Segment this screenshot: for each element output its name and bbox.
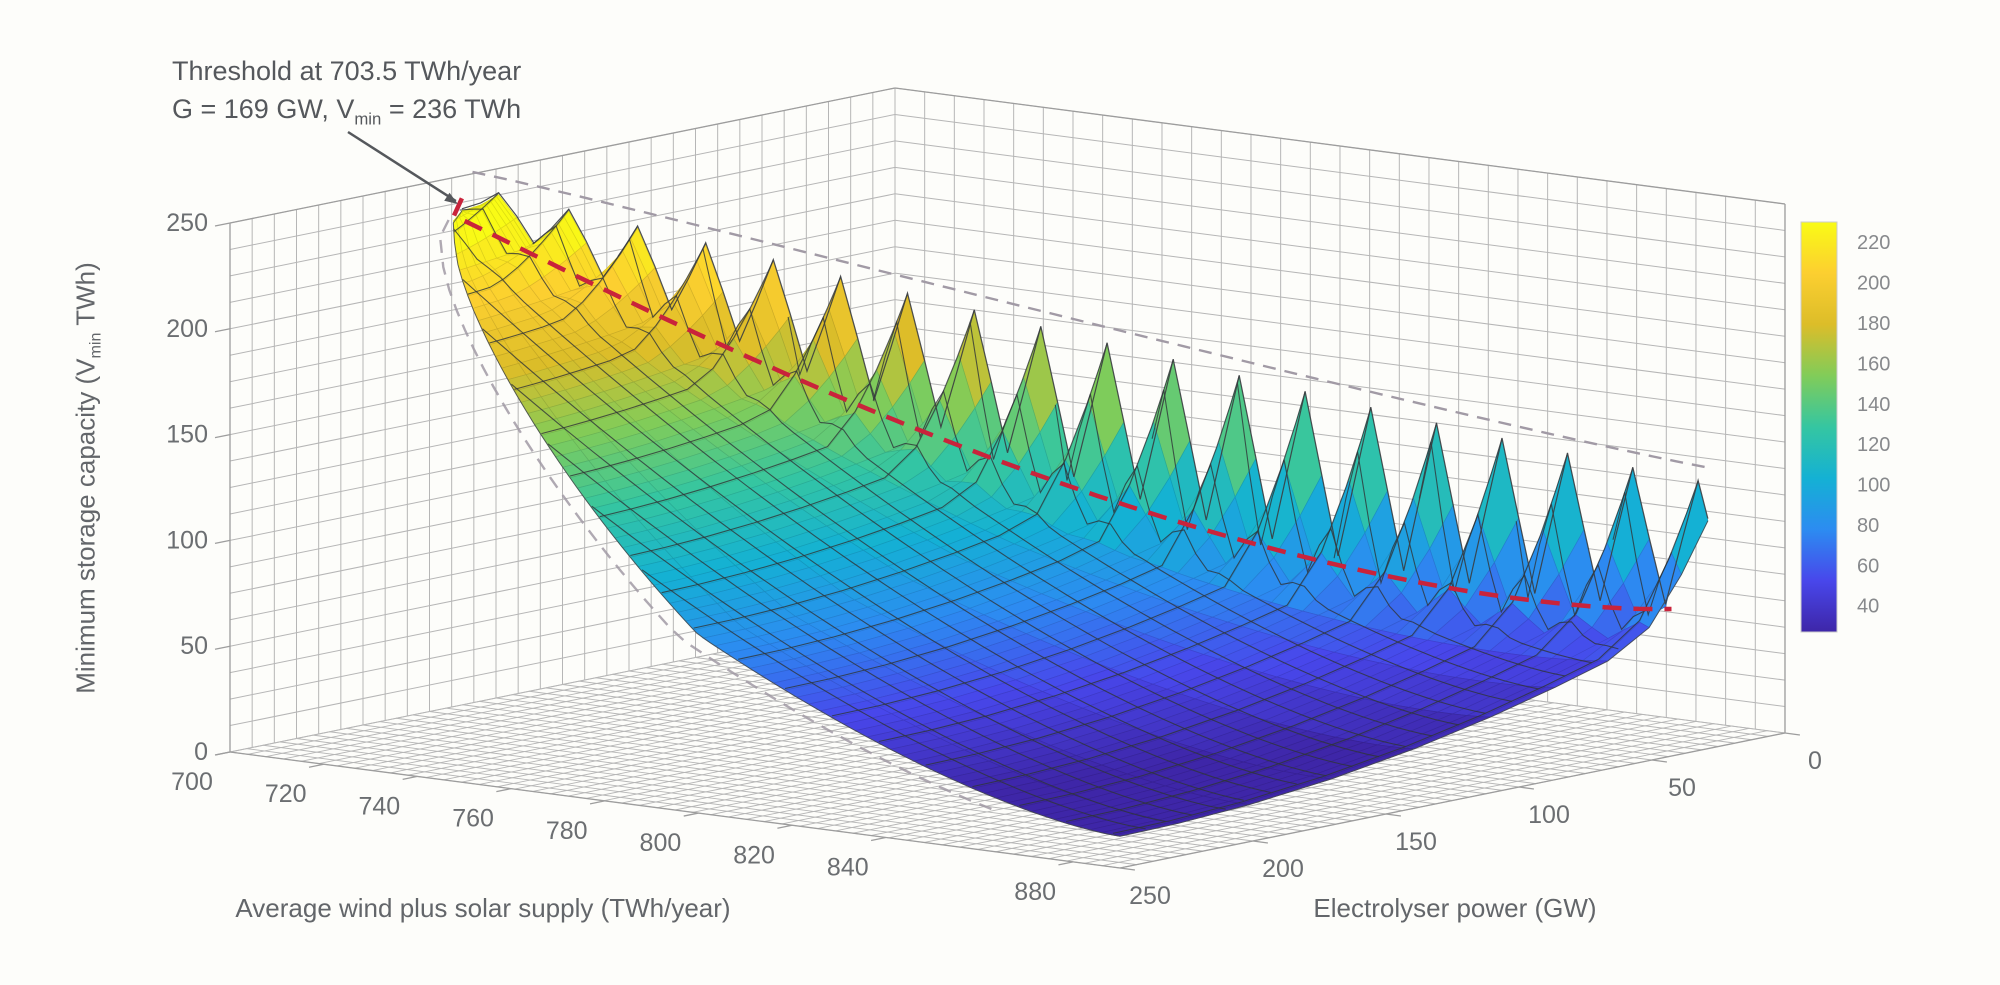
annotation-line2: G = 169 GW, Vmin = 236 TWh [172,94,522,129]
colorbar-tick-label: 200 [1857,273,1890,295]
storage-tick-label: 150 [166,421,208,449]
colorbar: 40 60 80 100 120 140 160 180 200 220 [1800,221,1890,633]
power-tick-label: 250 [1129,882,1171,910]
supply-tick-label: 760 [452,805,494,833]
colorbar-tick-label: 80 [1857,515,1879,537]
colorbar-tick-label: 140 [1857,394,1890,416]
colorbar-tick-label: 160 [1857,353,1890,375]
supply-axis-label: Average wind plus solar supply (TWh/year… [235,893,731,923]
colorbar-gradient [1800,221,1838,633]
power-tick-label: 0 [1808,747,1822,775]
boundary-envelope [438,170,1709,813]
colorbar-tick-label: 60 [1857,555,1879,577]
storage-axis-label: Minimum storage capacity (Vmin TWh) [70,262,105,694]
storage-tick-label: 0 [194,738,208,766]
colorbar-tick-label: 180 [1857,313,1890,335]
threshold-line [451,197,1672,612]
supply-tick-label: 740 [359,792,401,820]
colorbar-tick-label: 100 [1857,475,1890,497]
supply-tick-label: 700 [171,768,213,796]
supply-tick-label: 720 [265,780,307,808]
power-tick-label: 100 [1528,801,1570,829]
supply-tick-label: 800 [640,829,682,857]
power-tick-label: 150 [1395,828,1437,856]
annotation-arrow [347,130,458,204]
supply-tick-label: 820 [733,841,775,869]
storage-tick-label: 100 [166,526,208,554]
threshold-annotation: Threshold at 703.5 TWh/year G = 169 GW, … [172,52,521,138]
colorbar-tick-label: 120 [1857,434,1890,456]
power-tick-label: 200 [1262,855,1304,883]
supply-tick-label: 840 [827,853,869,881]
axis-ticks-and-labels: 700 720 740 760 780 800 820 840 880 250 200 150 100 5… [166,209,1822,910]
colorbar-tick-label: 40 [1857,596,1879,618]
supply-tick-label: 780 [546,817,588,845]
power-tick-label: 50 [1668,774,1696,802]
colorbar-tick-label: 220 [1857,232,1890,254]
power-axis-label: Electrolyser power (GW) [1313,893,1597,923]
supply-tick-label: 880 [1014,878,1056,906]
surface-mesh [452,191,1709,837]
annotation-line1: Threshold at 703.5 TWh/year [172,56,522,86]
storage-tick-label: 200 [166,315,208,343]
storage-tick-label: 250 [166,209,208,237]
storage-tick-label: 50 [180,632,208,660]
axes-box-edges [229,87,1786,869]
